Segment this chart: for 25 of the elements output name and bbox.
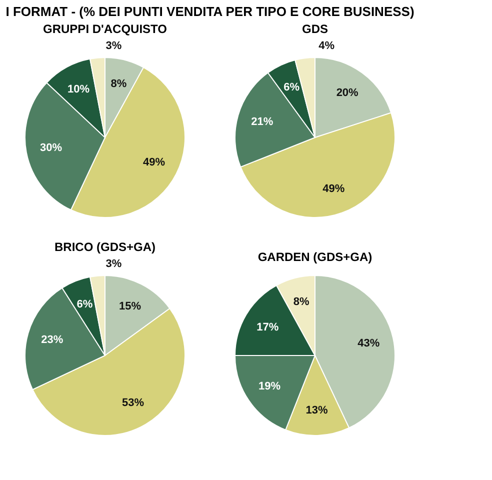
data-label: 19% xyxy=(258,380,281,392)
chart-title: BRICO (GDS+GA) xyxy=(54,240,156,254)
data-label: 8% xyxy=(293,296,310,308)
data-label: 49% xyxy=(142,156,166,168)
data-label: 53% xyxy=(122,396,144,409)
data-label: 21% xyxy=(251,116,274,128)
data-label: 15% xyxy=(118,300,142,312)
data-label: 43% xyxy=(358,338,380,350)
chart-title: GARDEN (GDS+GA) xyxy=(258,250,372,264)
data-label: 20% xyxy=(336,87,359,100)
data-label: 23% xyxy=(41,334,64,346)
data-label: 17% xyxy=(256,322,279,334)
data-label: 13% xyxy=(306,404,328,416)
data-label: 6% xyxy=(284,82,300,94)
data-label: 49% xyxy=(322,183,345,196)
data-label: 4% xyxy=(318,40,335,52)
chart-subtitle: I FORMAT - (% DEI PUNTI VENDITA PER TIPO E CORE BUSINESS) xyxy=(6,4,414,19)
data-label: 30% xyxy=(40,142,62,154)
chart-title: GDS xyxy=(302,22,328,36)
data-label: 10% xyxy=(67,83,90,96)
data-label: 3% xyxy=(106,258,122,270)
data-label: 6% xyxy=(76,298,93,310)
data-label: 3% xyxy=(106,40,122,52)
chart-title: GRUPPI D'ACQUISTO xyxy=(43,22,167,36)
data-label: 8% xyxy=(110,78,127,90)
